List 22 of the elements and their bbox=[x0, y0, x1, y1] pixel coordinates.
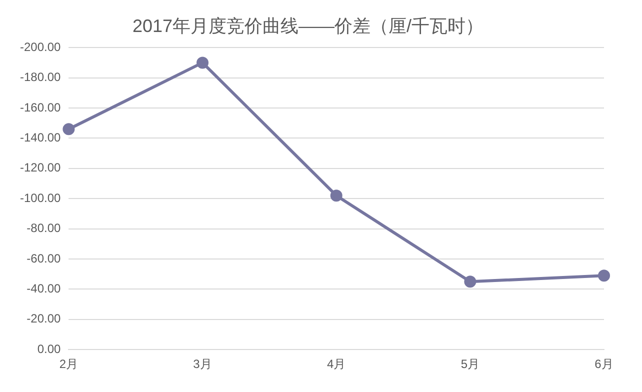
point bbox=[330, 190, 342, 202]
y-tick-label: 0.00 bbox=[37, 342, 62, 356]
point bbox=[464, 276, 476, 288]
y-tick-label: -140.00 bbox=[20, 130, 62, 145]
y-tick-label: -120.00 bbox=[20, 160, 62, 175]
x-tick-label: 5月 bbox=[460, 357, 480, 372]
point bbox=[62, 123, 75, 136]
y-tick-label: -20.00 bbox=[26, 312, 62, 326]
x-tick-label: 3月 bbox=[193, 357, 212, 372]
chart-title: 2017年月度竞价曲线——价差（厘/千瓦时） bbox=[132, 16, 484, 36]
point bbox=[196, 56, 209, 69]
y-tick-label: -100.00 bbox=[20, 190, 62, 205]
y-tick-label: -160.00 bbox=[20, 100, 62, 114]
y-tick-label: -180.00 bbox=[20, 70, 62, 84]
y-tick-label: -80.00 bbox=[26, 221, 62, 236]
y-tick-label: -60.00 bbox=[26, 251, 62, 266]
y-tick-label: -40.00 bbox=[26, 282, 62, 296]
x-tick-label: 4月 bbox=[327, 357, 346, 372]
y-tick-label: -200.00 bbox=[20, 40, 62, 54]
x-tick-label: 6月 bbox=[594, 357, 614, 372]
point bbox=[598, 270, 610, 282]
x-tick-label: 2月 bbox=[59, 357, 78, 372]
